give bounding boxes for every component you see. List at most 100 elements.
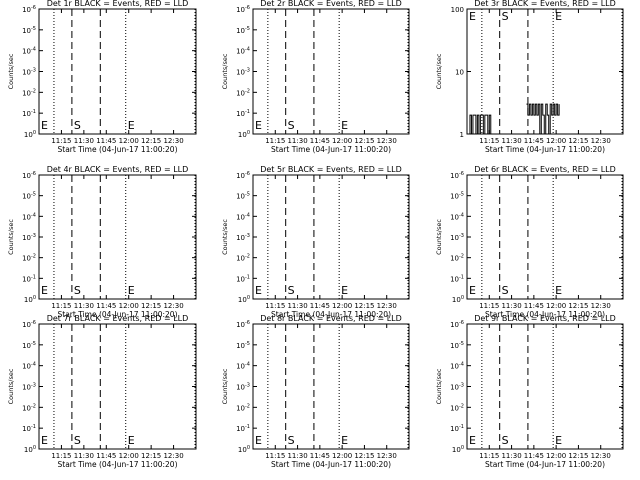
chart-7-x-tick-label: 12:15 bbox=[141, 452, 161, 460]
chart-1-marker-E: E bbox=[41, 119, 48, 132]
chart-4-marker-E: E bbox=[128, 284, 135, 297]
chart-6-x-tick-label: 12:15 bbox=[568, 302, 588, 310]
chart-2-y-tick-label: 10-4 bbox=[236, 47, 250, 56]
chart-7-y-axis-label: Counts/sec bbox=[7, 368, 15, 404]
chart-8-x-tick-label: 12:30 bbox=[377, 452, 397, 460]
chart-4-x-tick-label: 12:15 bbox=[141, 302, 161, 310]
chart-6-x-tick-label: 12:00 bbox=[546, 302, 566, 310]
chart-5-y-tick-label: 100 bbox=[238, 295, 250, 304]
chart-5-x-tick-label: 12:30 bbox=[377, 302, 397, 310]
chart-7-x-tick-label: 11:30 bbox=[74, 452, 94, 460]
chart-7-y-tick-label: 10-6 bbox=[22, 320, 36, 329]
chart-6-marker-E: E bbox=[555, 284, 562, 297]
chart-8-y-tick-label: 10-3 bbox=[236, 383, 250, 392]
chart-4-y-axis-label: Counts/sec bbox=[7, 219, 15, 255]
chart-5-panel: Det 5r BLACK = Events, RED = LLD 100 10-1 1… bbox=[221, 165, 410, 319]
chart-4-panel: Det 4r BLACK = Events, RED = LLD 100 10-1 1… bbox=[7, 165, 197, 319]
chart-9-y-tick-label: 10-4 bbox=[450, 362, 464, 371]
chart-6-y-axis-label: Counts/sec bbox=[435, 219, 443, 255]
chart-1-title: Det 1r BLACK = Events, RED = LLD bbox=[47, 0, 189, 8]
chart-3-x-axis-label: Start Time (04-Jun-17 11:00:20) bbox=[485, 145, 605, 154]
chart-2-marker-E: E bbox=[255, 119, 262, 132]
chart-4-title: Det 4r BLACK = Events, RED = LLD bbox=[47, 165, 189, 174]
chart-6-frame bbox=[466, 174, 624, 300]
chart-1-marker-S: S bbox=[74, 119, 81, 132]
chart-1-x-tick-label: 11:15 bbox=[51, 137, 71, 145]
chart-8-y-tick-label: 10-2 bbox=[236, 403, 250, 412]
chart-4-marker-S: S bbox=[74, 284, 81, 297]
chart-2-x-tick-label: 12:15 bbox=[354, 137, 374, 145]
chart-6-marker-S: S bbox=[502, 284, 509, 297]
chart-6-marker-E: E bbox=[469, 284, 476, 297]
chart-1-marker-E: E bbox=[128, 119, 135, 132]
chart-7-y-tick-label: 10-5 bbox=[22, 341, 36, 350]
chart-6-x-tick-label: 11:15 bbox=[479, 302, 499, 310]
chart-4-x-tick-label: 11:30 bbox=[74, 302, 94, 310]
chart-8-y-tick-label: 10-4 bbox=[236, 362, 250, 371]
chart-7-title: Det 7r BLACK = Events, RED = LLD bbox=[47, 314, 189, 323]
chart-8-panel: Det 8r BLACK = Events, RED = LLD 100 10-1 1… bbox=[221, 314, 410, 469]
chart-5-y-tick-label: 10-4 bbox=[236, 212, 250, 221]
chart-7-y-tick-label: 100 bbox=[24, 445, 36, 454]
chart-4-y-tick-label: 10-5 bbox=[22, 192, 36, 201]
chart-8-title: Det 8r BLACK = Events, RED = LLD bbox=[260, 314, 402, 323]
chart-2-x-tick-label: 11:45 bbox=[310, 137, 330, 145]
chart-9-frame bbox=[466, 323, 624, 450]
chart-5-x-tick-label: 12:15 bbox=[354, 302, 374, 310]
chart-6-y-tick-label: 10-5 bbox=[450, 192, 464, 201]
chart-9-x-axis-label: Start Time (04-Jun-17 11:00:20) bbox=[485, 460, 605, 469]
chart-2-y-tick-label: 10-1 bbox=[236, 109, 250, 118]
chart-9-x-tick-label: 11:15 bbox=[479, 452, 499, 460]
chart-3-y-tick-label: 10 bbox=[455, 69, 464, 77]
chart-4-y-tick-label: 10-4 bbox=[22, 212, 36, 221]
chart-4-x-tick-label: 12:00 bbox=[119, 302, 139, 310]
chart-2-y-tick-label: 10-5 bbox=[236, 26, 250, 35]
chart-8-x-tick-label: 11:30 bbox=[287, 452, 307, 460]
chart-4-marker-E: E bbox=[41, 284, 48, 297]
chart-2-x-tick-label: 11:30 bbox=[287, 137, 307, 145]
chart-5-y-axis-label: Counts/sec bbox=[221, 219, 229, 255]
chart-3-panel: Det 3r BLACK = Events, RED = LLD 1 10 100 Co… bbox=[435, 0, 624, 154]
chart-1-y-axis-label: Counts/sec bbox=[7, 53, 15, 89]
chart-9-y-tick-label: 10-5 bbox=[450, 341, 464, 350]
chart-9-title: Det 9r BLACK = Events, RED = LLD bbox=[474, 314, 616, 323]
chart-7-marker-E: E bbox=[41, 434, 48, 447]
chart-8-y-tick-label: 10-5 bbox=[236, 341, 250, 350]
chart-9-x-tick-label: 12:15 bbox=[568, 452, 588, 460]
chart-6-y-tick-label: 10-3 bbox=[450, 233, 464, 242]
chart-5-x-tick-label: 11:45 bbox=[310, 302, 330, 310]
chart-3-x-tick-label: 11:15 bbox=[479, 137, 499, 145]
chart-2-panel: Det 2r BLACK = Events, RED = LLD 100 10-1 1… bbox=[221, 0, 410, 154]
chart-1-x-tick-label: 12:30 bbox=[163, 137, 183, 145]
chart-9-x-tick-label: 11:45 bbox=[524, 452, 544, 460]
chart-8-frame bbox=[252, 323, 410, 450]
chart-8-x-tick-label: 12:15 bbox=[354, 452, 374, 460]
chart-7-x-tick-label: 12:30 bbox=[163, 452, 183, 460]
chart-6-title: Det 6r BLACK = Events, RED = LLD bbox=[474, 165, 616, 174]
chart-4-y-tick-label: 10-3 bbox=[22, 233, 36, 242]
chart-2-frame bbox=[252, 8, 410, 135]
chart-1-x-tick-label: 12:15 bbox=[141, 137, 161, 145]
chart-4-x-tick-label: 12:30 bbox=[163, 302, 183, 310]
chart-5-x-tick-label: 11:15 bbox=[265, 302, 285, 310]
chart-3-y-axis-label: Counts/sec bbox=[435, 53, 443, 89]
chart-2-x-tick-label: 12:00 bbox=[332, 137, 352, 145]
chart-9-marker-E: E bbox=[555, 434, 562, 447]
chart-9-x-tick-label: 11:30 bbox=[501, 452, 521, 460]
chart-8-x-tick-label: 11:15 bbox=[265, 452, 285, 460]
chart-5-title: Det 5r BLACK = Events, RED = LLD bbox=[260, 165, 402, 174]
chart-7-y-tick-label: 10-1 bbox=[22, 424, 36, 433]
chart-8-y-tick-label: 10-1 bbox=[236, 424, 250, 433]
chart-2-x-tick-label: 11:15 bbox=[265, 137, 285, 145]
chart-2-marker-E: E bbox=[341, 119, 348, 132]
chart-2-y-tick-label: 10-6 bbox=[236, 5, 250, 14]
chart-6-x-tick-label: 12:30 bbox=[591, 302, 611, 310]
chart-8-y-axis-label: Counts/sec bbox=[221, 368, 229, 404]
chart-2-y-tick-label: 10-2 bbox=[236, 88, 250, 97]
chart-5-x-tick-label: 11:30 bbox=[287, 302, 307, 310]
chart-7-x-tick-label: 11:45 bbox=[96, 452, 116, 460]
chart-4-y-tick-label: 100 bbox=[24, 295, 36, 304]
chart-6-y-tick-label: 10-4 bbox=[450, 212, 464, 221]
chart-1-y-tick-label: 10-3 bbox=[22, 68, 36, 77]
